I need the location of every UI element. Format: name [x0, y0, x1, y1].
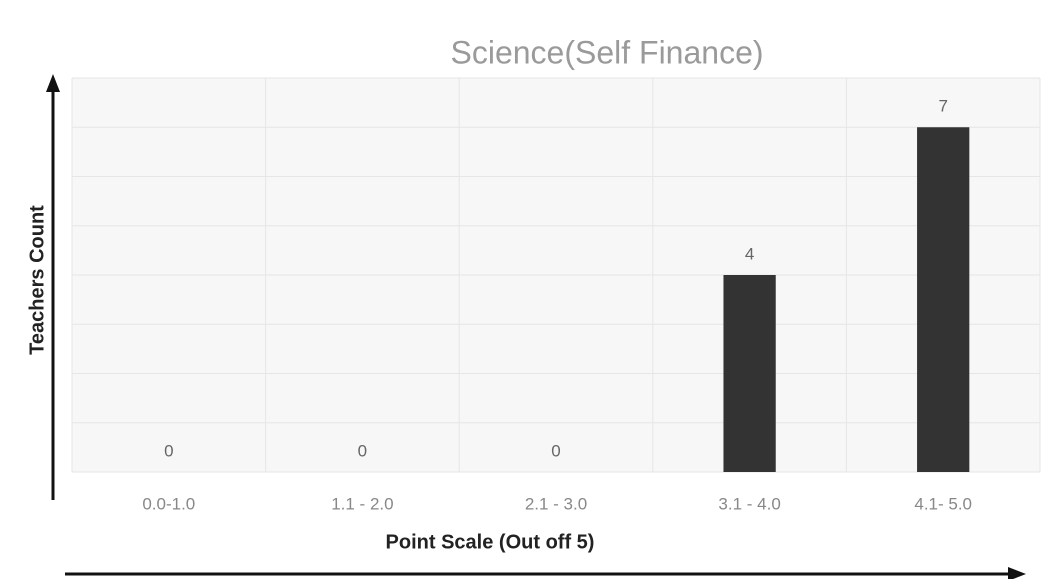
data-label: 0: [164, 441, 173, 460]
data-label: 7: [938, 97, 947, 116]
data-label: 0: [551, 441, 560, 460]
data-label: 4: [745, 244, 754, 263]
x-tick-label: 2.1 - 3.0: [525, 494, 587, 513]
x-tick-label: 0.0-1.0: [142, 494, 195, 513]
bar: [917, 127, 970, 472]
x-arrow-head: [1008, 567, 1026, 579]
chart-title: Science(Self Finance): [450, 34, 763, 70]
data-label: 0: [358, 441, 367, 460]
y-axis-label: Teachers Count: [26, 205, 48, 355]
x-tick-label: 3.1 - 4.0: [718, 494, 780, 513]
y-arrow-head: [46, 74, 60, 92]
x-axis-label: Point Scale (Out off 5): [386, 531, 595, 553]
bar: [723, 275, 776, 472]
x-tick-label: 4.1- 5.0: [914, 494, 972, 513]
x-tick-label: 1.1 - 2.0: [331, 494, 393, 513]
